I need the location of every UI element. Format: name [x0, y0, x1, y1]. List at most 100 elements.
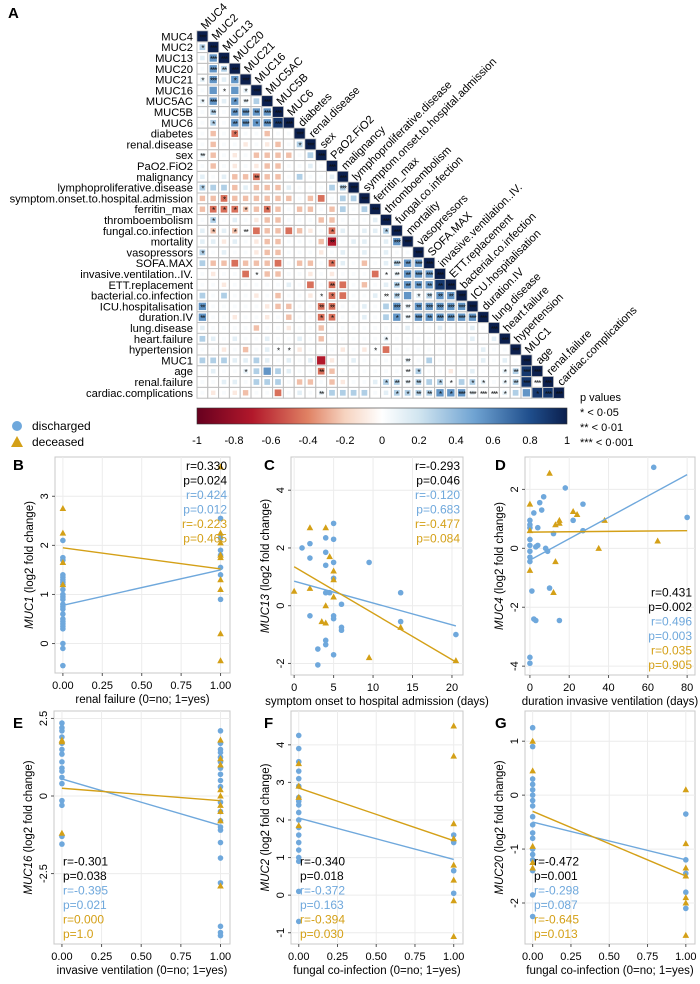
- heatmap-cell-fill: [222, 120, 226, 125]
- y-axis-label: MUC4 (log2 fold change): [494, 502, 506, 630]
- discharged-point: [295, 847, 302, 853]
- deceased-point: [58, 829, 66, 836]
- deceased-point: [450, 752, 458, 759]
- heatmap-cell-fill: [254, 347, 259, 352]
- significance-stars: ***: [253, 87, 260, 96]
- heatmap-cell-fill: [383, 282, 389, 288]
- heatmap-cell-fill: [286, 261, 291, 266]
- heatmap-cell-fill: [436, 313, 444, 321]
- significance-stars: ***: [448, 282, 455, 291]
- heatmap-cell-fill: [229, 63, 240, 74]
- heatmap-cell-fill: [242, 195, 249, 202]
- heatmap-cell-fill: [231, 86, 239, 95]
- legend-discharged: discharged: [32, 419, 91, 433]
- discharged-point: [322, 562, 329, 569]
- significance-stars: ***: [491, 325, 498, 334]
- x-tick-label: 60: [642, 682, 654, 694]
- discharged-point: [330, 520, 337, 527]
- heatmap-cell-fill: [209, 205, 217, 213]
- heatmap-cell-fill: [297, 239, 302, 244]
- significance-stars: ***: [448, 314, 455, 323]
- heatmap-cell-fill: [405, 250, 410, 255]
- heatmap-cell-fill: [265, 390, 270, 395]
- stat-deceased: p=0.084: [416, 532, 460, 546]
- discharged-point: [531, 510, 537, 516]
- heatmap-cell-fill: [200, 152, 205, 158]
- y-axis-label-unit: (log2 fold change): [23, 760, 35, 855]
- heatmap-cell-fill: [209, 54, 217, 62]
- heatmap-cell-fill: [350, 195, 357, 202]
- heatmap-cell-fill: [286, 207, 291, 212]
- heatmap-cell-fill: [210, 163, 216, 169]
- heatmap-cell-fill: [362, 380, 367, 384]
- discharged-point: [683, 905, 689, 912]
- discharged-point: [295, 775, 302, 782]
- heatmap-cell-fill: [210, 357, 217, 364]
- significance-stars: *: [266, 206, 269, 215]
- deceased-point: [318, 618, 326, 625]
- significance-stars: *: [504, 390, 507, 399]
- panel-f: F 0.00 0.25 0.50 0.75 1.00 -1 0 1 2 3 4 fungal co-in…: [260, 710, 464, 977]
- heatmap-cell-fill: [200, 369, 205, 374]
- significance-stars: **: [200, 303, 205, 312]
- heatmap-cell-fill: [275, 303, 281, 310]
- heatmap-cell-fill: [308, 358, 313, 363]
- heatmap-cell-fill: [329, 184, 335, 191]
- significance-stars: ***: [296, 131, 303, 140]
- row-label: MUC5B: [154, 107, 193, 119]
- heatmap-cell-fill: [373, 282, 378, 287]
- heatmap-cell-fill: [200, 390, 205, 395]
- heatmap-cell-fill: [414, 302, 423, 311]
- heatmap-cell-fill: [317, 313, 325, 321]
- stat-all: r=0.330: [186, 459, 227, 473]
- heatmap-cell-fill: [199, 357, 206, 364]
- significance-stars: ***: [415, 314, 422, 323]
- heatmap-cell-fill: [326, 160, 338, 172]
- heatmap-cell-fill: [276, 131, 280, 136]
- heatmap-cell-fill: [296, 260, 303, 266]
- heatmap-cell-fill: [448, 336, 453, 341]
- heatmap-cell-fill: [232, 358, 238, 363]
- heatmap-cell-fill: [211, 326, 216, 330]
- row-label: heart.failure: [134, 334, 193, 346]
- deceased-point: [59, 581, 67, 588]
- heatmap-cell-fill: [361, 282, 368, 288]
- heatmap-cell-fill: [286, 358, 292, 363]
- discharged-point: [217, 535, 224, 541]
- heatmap-cell-fill: [393, 237, 401, 246]
- y-axis-label: MUC1 (log2 fold change): [24, 501, 36, 629]
- x-axis-label: duration invasive ventilation (days): [522, 696, 699, 708]
- discharged-point: [546, 585, 553, 591]
- discharged-point: [60, 586, 66, 593]
- significance-stars: ***: [350, 185, 357, 194]
- heatmap-cell-fill: [275, 163, 281, 169]
- heatmap-cell-fill: [513, 358, 518, 363]
- discharged-point: [529, 792, 536, 798]
- stat-all: p=0.038: [63, 869, 107, 883]
- discharged-point: [295, 888, 302, 895]
- significance-stars: ***: [480, 314, 487, 323]
- heatmap-cell-fill: [340, 218, 345, 222]
- significance-stars: **: [405, 282, 410, 291]
- heatmap-cell-fill: [459, 358, 464, 363]
- significance-stars: *: [223, 206, 226, 215]
- heatmap-cell-fill: [221, 98, 227, 104]
- significance-stars: **: [427, 293, 432, 302]
- significance-stars: *: [234, 206, 237, 215]
- heatmap-cell-fill: [199, 206, 206, 212]
- significance-stars: ***: [512, 347, 519, 356]
- heatmap-cell-fill: [319, 185, 324, 190]
- heatmap-cell-fill: [438, 358, 442, 363]
- y-tick-label: -1: [275, 928, 287, 938]
- heatmap-cell-fill: [231, 119, 239, 127]
- deceased-point: [217, 529, 224, 536]
- significance-stars: **: [427, 314, 432, 323]
- significance-stars: **: [211, 109, 216, 118]
- heatmap-cell-fill: [459, 326, 464, 330]
- discharged-point: [330, 651, 337, 658]
- significance-stars: **: [513, 368, 518, 377]
- y-axis-label-gene: MUC4: [494, 597, 506, 630]
- heatmap-cell-fill: [427, 326, 432, 330]
- stat-deceased: p=1.0: [63, 927, 94, 941]
- pvalue-legend-item: ** < 0·01: [580, 422, 623, 434]
